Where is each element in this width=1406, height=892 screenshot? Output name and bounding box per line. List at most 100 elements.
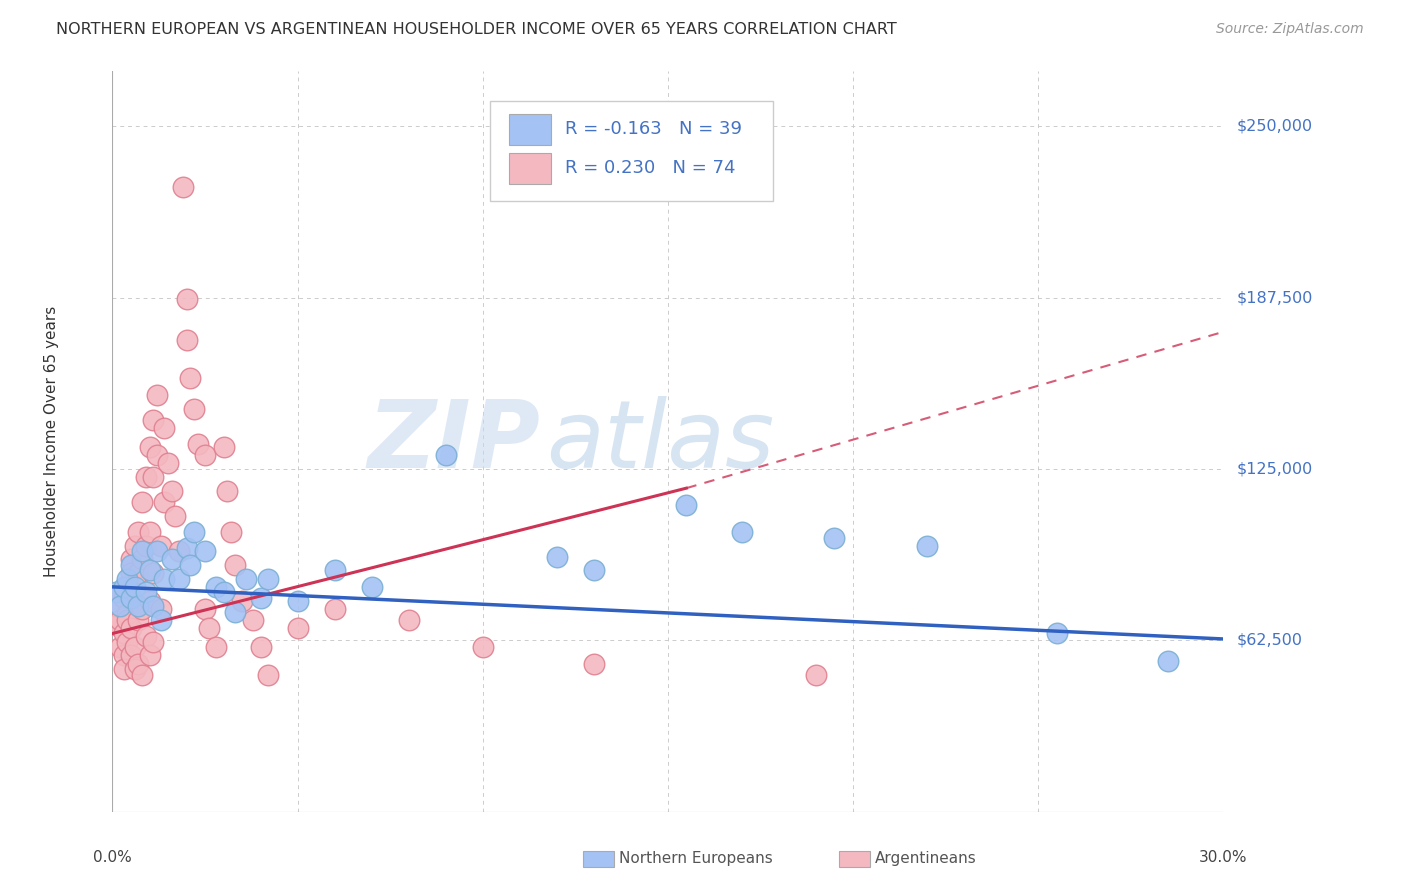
Point bbox=[112, 580, 135, 594]
Point bbox=[146, 448, 169, 462]
Point bbox=[135, 539, 157, 553]
Point bbox=[249, 591, 271, 605]
Text: $187,500: $187,500 bbox=[1237, 290, 1313, 305]
Point bbox=[138, 648, 160, 663]
Point bbox=[219, 524, 242, 539]
Point bbox=[138, 440, 160, 454]
Point bbox=[153, 421, 176, 435]
Point bbox=[108, 640, 131, 655]
Point bbox=[108, 613, 131, 627]
Point bbox=[165, 508, 187, 523]
Point bbox=[117, 580, 139, 594]
Point bbox=[546, 549, 568, 564]
Point bbox=[120, 552, 142, 566]
Point bbox=[360, 580, 382, 594]
Point bbox=[915, 539, 938, 553]
Point bbox=[105, 585, 128, 599]
Text: $125,000: $125,000 bbox=[1237, 461, 1313, 476]
Point bbox=[323, 602, 346, 616]
Point bbox=[149, 539, 172, 553]
Point bbox=[167, 544, 190, 558]
Point bbox=[582, 657, 605, 671]
Point bbox=[138, 593, 160, 607]
Point bbox=[131, 495, 153, 509]
Point bbox=[142, 412, 165, 426]
Point bbox=[231, 593, 253, 607]
Point bbox=[153, 495, 176, 509]
Text: 30.0%: 30.0% bbox=[1199, 850, 1247, 865]
Point bbox=[194, 544, 217, 558]
Point bbox=[112, 591, 135, 605]
Point bbox=[434, 448, 457, 462]
Point bbox=[176, 292, 198, 306]
Point bbox=[112, 662, 135, 676]
Point bbox=[179, 558, 201, 572]
Point bbox=[149, 613, 172, 627]
Point bbox=[117, 613, 139, 627]
Point bbox=[105, 618, 128, 632]
Point bbox=[146, 544, 169, 558]
Point bbox=[167, 572, 190, 586]
FancyBboxPatch shape bbox=[491, 101, 773, 201]
Point bbox=[127, 524, 149, 539]
Point bbox=[179, 371, 201, 385]
Point bbox=[131, 667, 153, 681]
Point bbox=[731, 524, 754, 539]
Point bbox=[212, 585, 235, 599]
Point bbox=[176, 333, 198, 347]
Point bbox=[323, 563, 346, 577]
Point bbox=[112, 648, 135, 663]
Point bbox=[127, 613, 149, 627]
Point bbox=[117, 634, 139, 648]
Point bbox=[108, 599, 131, 613]
Text: NORTHERN EUROPEAN VS ARGENTINEAN HOUSEHOLDER INCOME OVER 65 YEARS CORRELATION CH: NORTHERN EUROPEAN VS ARGENTINEAN HOUSEHO… bbox=[56, 22, 897, 37]
Point bbox=[194, 448, 217, 462]
Point bbox=[146, 388, 169, 402]
Point bbox=[197, 621, 219, 635]
Point bbox=[194, 602, 217, 616]
Point bbox=[120, 566, 142, 581]
Point bbox=[582, 563, 605, 577]
Point bbox=[124, 593, 146, 607]
Point bbox=[138, 524, 160, 539]
Point bbox=[176, 541, 198, 556]
Point bbox=[138, 563, 160, 577]
Point bbox=[257, 667, 280, 681]
Point bbox=[183, 524, 205, 539]
Point bbox=[108, 585, 131, 599]
Point bbox=[224, 605, 246, 619]
Text: R = 0.230   N = 74: R = 0.230 N = 74 bbox=[565, 159, 735, 177]
Point bbox=[131, 602, 153, 616]
Point bbox=[135, 585, 157, 599]
Point bbox=[1156, 654, 1178, 668]
Point bbox=[142, 634, 165, 648]
Point bbox=[124, 580, 146, 594]
Point bbox=[160, 552, 183, 566]
Point bbox=[257, 572, 280, 586]
Point bbox=[471, 640, 494, 655]
Text: Householder Income Over 65 years: Householder Income Over 65 years bbox=[44, 306, 59, 577]
Text: $250,000: $250,000 bbox=[1237, 119, 1313, 134]
Point bbox=[160, 483, 183, 498]
Text: 0.0%: 0.0% bbox=[93, 850, 132, 865]
Point bbox=[212, 440, 235, 454]
Point bbox=[172, 179, 194, 194]
Point bbox=[127, 566, 149, 581]
Point bbox=[127, 657, 149, 671]
Point bbox=[287, 593, 309, 607]
Point bbox=[205, 580, 228, 594]
Point bbox=[217, 483, 239, 498]
Point bbox=[142, 599, 165, 613]
Text: atlas: atlas bbox=[546, 396, 773, 487]
Point bbox=[149, 602, 172, 616]
Point bbox=[242, 613, 264, 627]
Point bbox=[135, 629, 157, 643]
Text: Northern Europeans: Northern Europeans bbox=[619, 852, 772, 866]
Point bbox=[131, 552, 153, 566]
Text: $62,500: $62,500 bbox=[1237, 632, 1303, 648]
Point bbox=[142, 470, 165, 484]
Point bbox=[183, 401, 205, 416]
Text: R = -0.163   N = 39: R = -0.163 N = 39 bbox=[565, 120, 741, 138]
Point bbox=[117, 572, 139, 586]
Point bbox=[117, 607, 139, 622]
